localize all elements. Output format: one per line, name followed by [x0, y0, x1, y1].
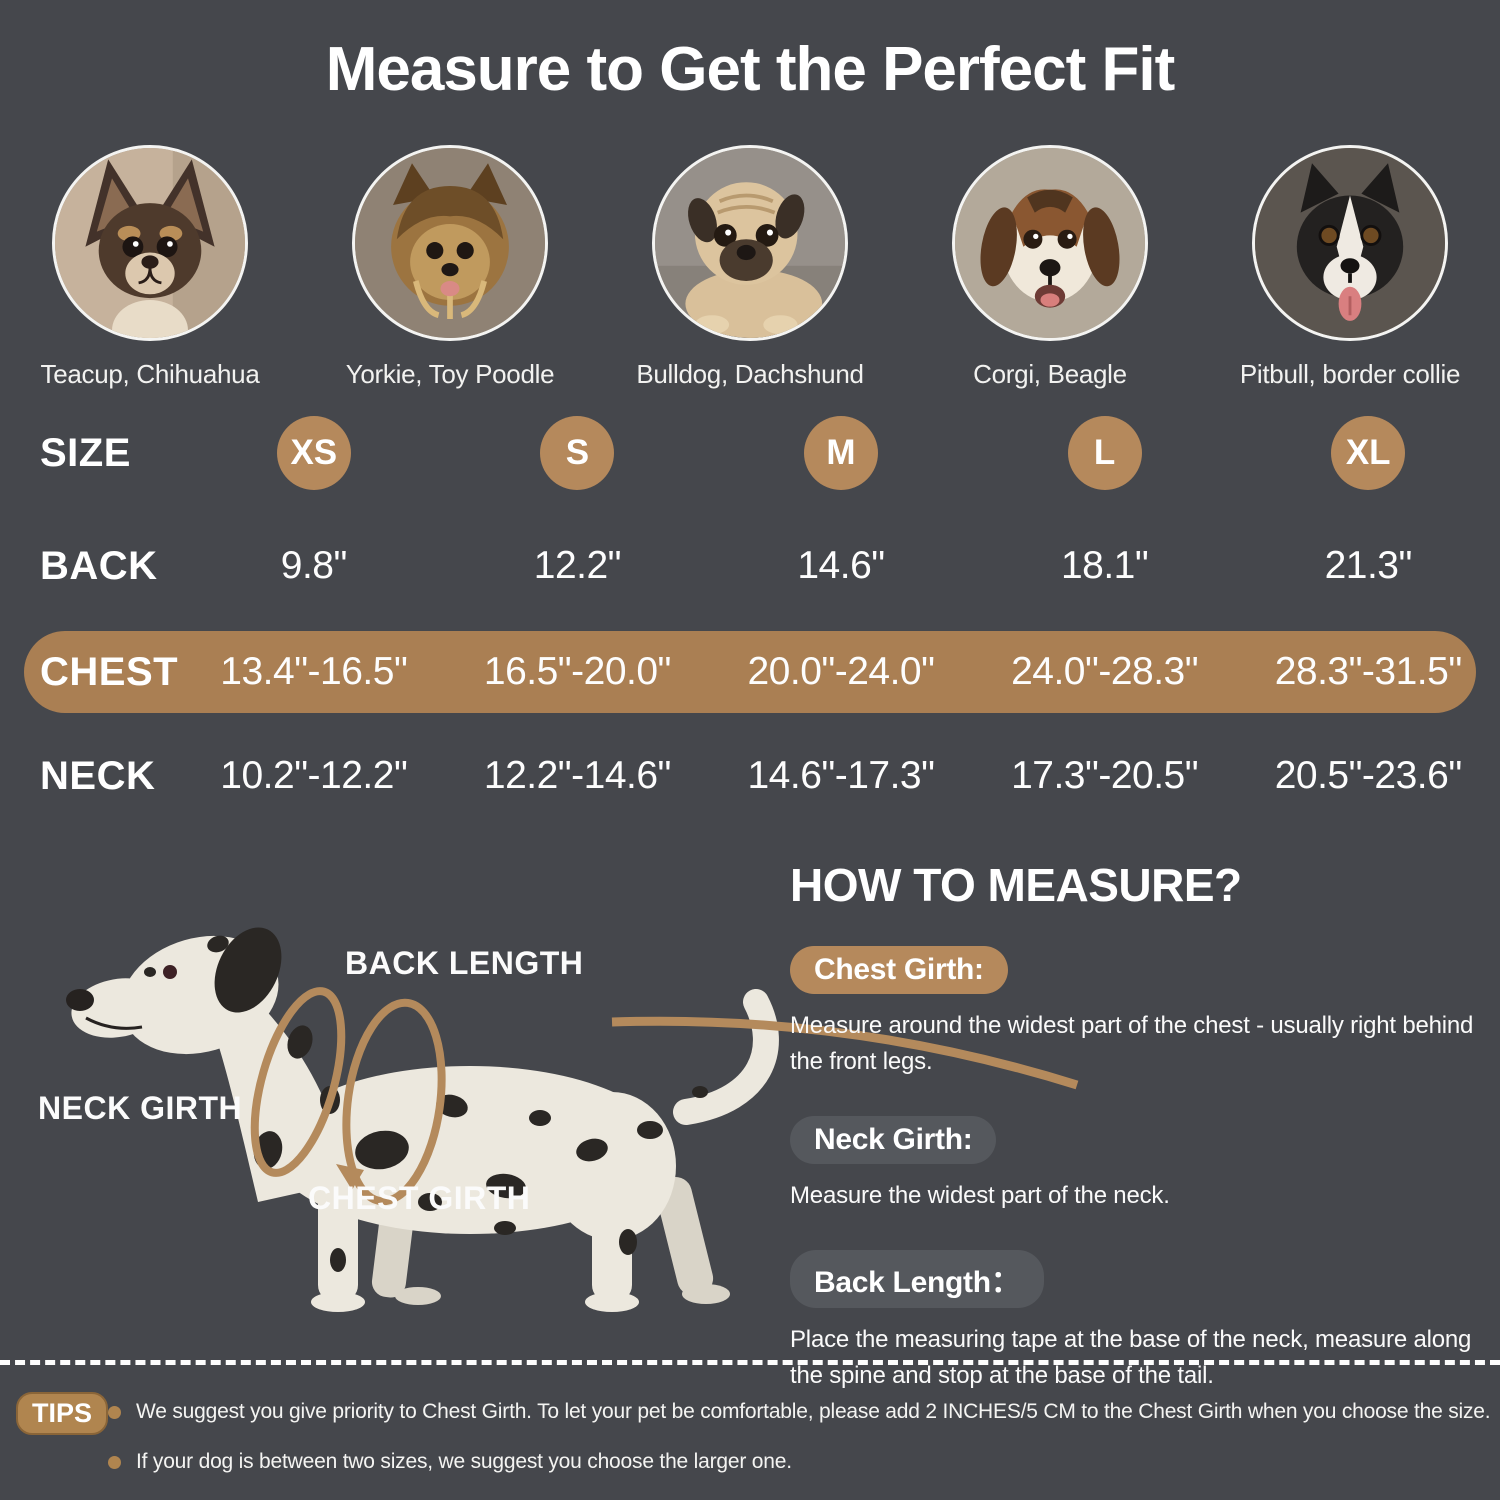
tip-text: We suggest you give priority to Chest Gi…	[136, 1400, 1491, 1423]
breed-column-pitbull: Pitbull, border collie	[1200, 145, 1500, 390]
how-to-heading: HOW TO MEASURE?	[790, 859, 1242, 911]
back-length-label: BACK LENGTH	[345, 945, 584, 981]
dashed-divider	[0, 1360, 1500, 1365]
row-label-neck: NECK	[40, 753, 156, 798]
back-length-desc: Place the measuring tape at the base of …	[790, 1326, 1472, 1389]
size-badge-s: S	[540, 416, 615, 490]
neck-girth-term-pill: Neck Girth:	[790, 1116, 997, 1164]
neck-value: 12.2"-14.6"	[483, 754, 671, 797]
beagle-photo	[952, 145, 1148, 341]
row-label-chest: CHEST	[40, 649, 179, 694]
row-label-back: BACK	[40, 543, 158, 588]
chest-row: CHEST 13.4"-16.5" 16.5"-20.0" 20.0"-24.0…	[0, 631, 1500, 713]
neck-value: 17.3"-20.5"	[1011, 754, 1199, 797]
chest-value: 13.4"-16.5"	[220, 650, 408, 693]
breed-column-corgi: Corgi, Beagle	[900, 145, 1200, 390]
neck-value: 20.5"-23.6"	[1274, 754, 1462, 797]
size-row: SIZE XS S M L XL	[0, 413, 1500, 493]
tip-text: If your dog is between two sizes, we sug…	[136, 1450, 792, 1473]
page-title: Measure to Get the Perfect Fit	[325, 35, 1176, 104]
tips-badge: TIPS	[16, 1392, 109, 1435]
breed-column-bulldog: Bulldog, Dachshund	[600, 145, 900, 390]
yorkie-icon	[355, 148, 545, 338]
breed-column-yorkie: Yorkie, Toy Poodle	[300, 145, 600, 390]
size-badge-xl: XL	[1331, 416, 1406, 490]
pug-photo	[652, 145, 848, 341]
breed-label: Yorkie, Toy Poodle	[345, 359, 555, 389]
chest-value: 28.3"-31.5"	[1274, 650, 1462, 693]
border-collie-icon	[1255, 148, 1445, 338]
dalmatian-measure-diagram	[66, 927, 1079, 1312]
measure-item-back: Back Length： Place the measuring tape at…	[790, 1250, 1490, 1394]
measure-item-neck: Neck Girth: Measure the widest part of t…	[790, 1116, 1490, 1214]
row-label-size: SIZE	[40, 430, 131, 475]
border-collie-photo	[1252, 145, 1448, 341]
chest-girth-desc: Measure around the widest part of the ch…	[790, 1012, 1474, 1075]
chest-value: 16.5"-20.0"	[483, 650, 671, 693]
back-row: BACK 9.8" 12.2" 14.6" 18.1" 21.3"	[0, 526, 1500, 606]
how-to-measure-panel: HOW TO MEASURE? Chest Girth: Measure aro…	[790, 858, 1490, 1430]
back-length-term-pill: Back Length：	[790, 1250, 1045, 1308]
yorkie-photo	[352, 145, 548, 341]
breed-column-teacup: Teacup, Chihuahua	[0, 145, 300, 390]
chest-highlight-band	[24, 631, 1476, 713]
neck-row: NECK 10.2"-12.2" 12.2"-14.6" 14.6"-17.3"…	[0, 736, 1500, 816]
size-badge-l: L	[1067, 416, 1142, 490]
measure-item-chest: Chest Girth: Measure around the widest p…	[790, 946, 1490, 1080]
breed-label: Pitbull, border collie	[1239, 359, 1461, 389]
neck-girth-label: NECK GIRTH	[38, 1090, 243, 1126]
breed-label: Teacup, Chihuahua	[40, 359, 260, 389]
neck-girth-desc: Measure the widest part of the neck.	[790, 1182, 1170, 1209]
breed-label: Corgi, Beagle	[973, 359, 1127, 389]
beagle-icon	[955, 148, 1145, 338]
back-value: 14.6"	[797, 544, 885, 587]
tips-section: TIPS We suggest you give priority to Che…	[0, 1360, 1500, 1500]
chihuahua-icon	[55, 148, 245, 338]
pug-icon	[655, 148, 845, 338]
measure-section: BACK LENGTH NECK GIRTH CHEST GIRTH HOW T…	[0, 850, 1500, 1389]
chest-value: 24.0"-28.3"	[1011, 650, 1199, 693]
chest-value: 20.0"-24.0"	[747, 650, 935, 693]
tip-item: If your dog is between two sizes, we sug…	[108, 1450, 792, 1474]
chest-girth-term-pill: Chest Girth:	[790, 946, 1008, 994]
back-value: 21.3"	[1324, 544, 1413, 587]
size-badge-xs: XS	[276, 416, 351, 490]
breed-label: Bulldog, Dachshund	[636, 359, 864, 389]
chihuahua-photo	[52, 145, 248, 341]
back-value: 18.1"	[1060, 544, 1149, 587]
bullet-dot-icon	[108, 1406, 121, 1419]
tip-item: We suggest you give priority to Chest Gi…	[108, 1400, 1491, 1424]
size-badge-m: M	[803, 416, 878, 490]
back-value: 12.2"	[533, 544, 622, 587]
bullet-dot-icon	[108, 1456, 121, 1469]
neck-value: 14.6"-17.3"	[747, 754, 935, 797]
breeds-row: Teacup, Chihuahua Yorkie, Toy	[0, 145, 1500, 390]
chest-girth-label: CHEST GIRTH	[308, 1180, 531, 1216]
back-value: 9.8"	[280, 544, 348, 587]
neck-value: 10.2"-12.2"	[220, 754, 408, 797]
